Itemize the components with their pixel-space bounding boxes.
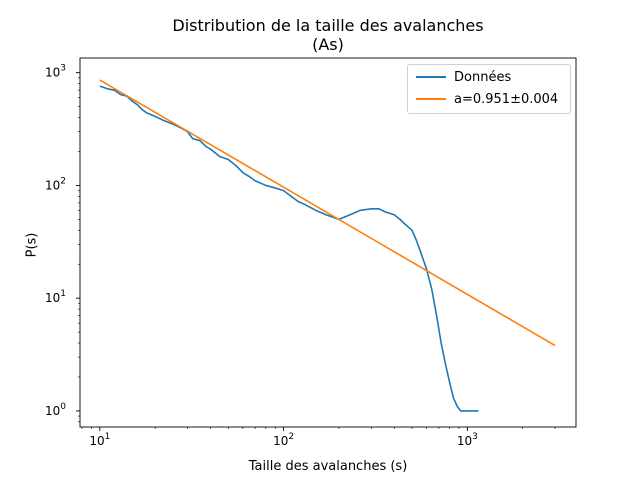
y-tick-label-2: 102 (45, 176, 66, 192)
legend-item-fit: a=0.951±0.004 (416, 90, 558, 108)
legend-label-data: Données (454, 69, 512, 85)
series-line-1 (99, 79, 556, 347)
chart-subtitle: (As) (312, 35, 344, 54)
series-layer (99, 79, 556, 412)
x-axis-label: Taille des avalanches (s) (248, 459, 408, 474)
legend: Données a=0.951±0.004 (407, 64, 571, 114)
x-tick-label-0: 101 (89, 432, 110, 448)
legend-swatch-data (416, 76, 446, 78)
legend-swatch-fit (416, 98, 446, 100)
legend-label-fit: a=0.951±0.004 (454, 91, 559, 107)
plot-frame (79, 57, 577, 428)
y-tick-label-0: 100 (45, 402, 66, 418)
y-tick-label-3: 103 (45, 64, 66, 80)
x-tick-label-2: 103 (457, 432, 478, 448)
x-tick-label-1: 102 (273, 432, 294, 448)
legend-item-data: Données (416, 68, 511, 86)
y-axis-label: P(s) (24, 232, 40, 258)
axes-layer: 101 102 103 100 101 102 103 (45, 57, 577, 448)
series-line-0 (99, 85, 479, 412)
y-tick-label-1: 101 (45, 289, 66, 305)
chart-title: Distribution de la taille des avalanches (172, 16, 484, 35)
